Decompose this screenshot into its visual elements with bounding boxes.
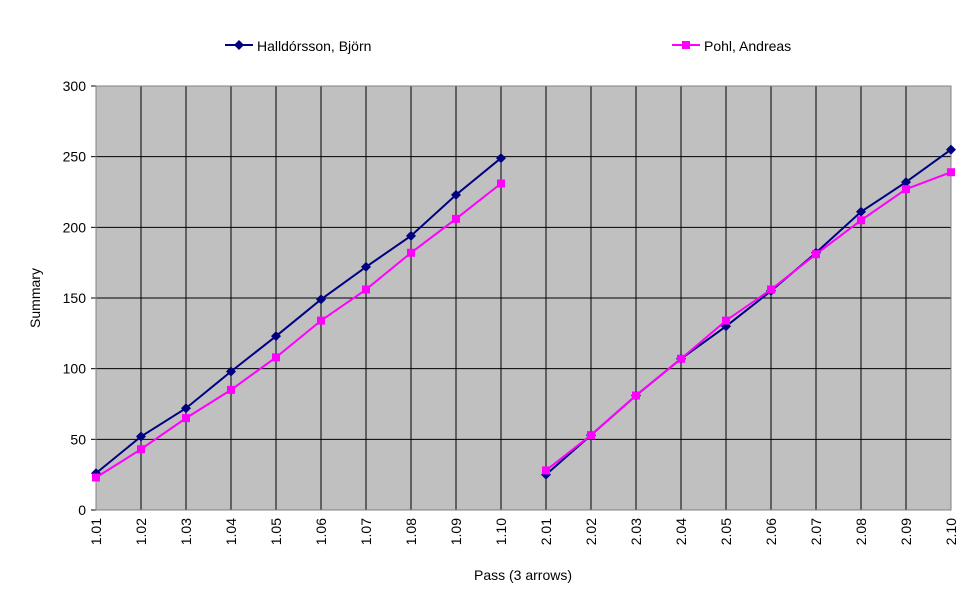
data-point — [271, 331, 281, 342]
data-point — [901, 177, 911, 188]
plot-border — [95, 85, 952, 511]
x-tick-label: 1.08 — [403, 518, 419, 545]
x-tick-label: 1.01 — [88, 518, 104, 545]
y-tick-label: 250 — [63, 149, 87, 165]
data-point — [947, 168, 955, 177]
data-point — [361, 261, 371, 272]
legend-marker — [234, 40, 244, 50]
x-tick-label: 2.04 — [673, 518, 689, 545]
data-point — [677, 354, 685, 363]
data-point — [722, 316, 730, 325]
legend-label: Halldórsson, Björn — [257, 38, 371, 54]
data-point — [767, 285, 775, 294]
x-tick-label: 1.07 — [358, 518, 374, 545]
y-tick-label: 300 — [63, 78, 87, 94]
x-tick-label: 1.04 — [223, 518, 239, 545]
y-axis-title: Summary — [27, 268, 43, 328]
x-tick-label: 1.06 — [313, 518, 329, 545]
x-tick-label: 2.06 — [763, 518, 779, 545]
x-tick-label: 1.03 — [178, 518, 194, 545]
y-tick-label: 150 — [63, 290, 87, 306]
data-point — [902, 185, 910, 194]
data-point — [181, 403, 191, 414]
x-axis-title: Pass (3 arrows) — [474, 567, 572, 583]
data-point — [316, 294, 326, 305]
y-tick-label: 200 — [63, 219, 87, 235]
x-tick-label: 2.01 — [538, 518, 554, 545]
x-tick-label: 2.02 — [583, 518, 599, 545]
data-point — [136, 431, 146, 442]
data-point — [226, 366, 236, 377]
x-tick-label: 2.09 — [898, 518, 914, 545]
x-tick-label: 1.02 — [133, 518, 149, 545]
x-tick-label: 1.09 — [448, 518, 464, 545]
x-tick-label: 2.08 — [853, 518, 869, 545]
data-point — [362, 285, 370, 294]
x-tick-label: 2.03 — [628, 518, 644, 545]
data-point — [857, 216, 865, 225]
data-point — [92, 473, 100, 482]
data-point — [812, 250, 820, 259]
y-tick-label: 50 — [70, 431, 86, 447]
data-point — [496, 153, 506, 164]
data-point — [182, 414, 190, 423]
x-tick-label: 2.07 — [808, 518, 824, 545]
legend-label: Pohl, Andreas — [704, 38, 791, 54]
data-point — [946, 144, 956, 155]
y-tick-label: 0 — [78, 502, 86, 518]
x-tick-label: 2.05 — [718, 518, 734, 545]
data-point — [856, 206, 866, 217]
data-point — [407, 248, 415, 257]
data-point — [317, 316, 325, 325]
data-point — [137, 445, 145, 454]
data-point — [406, 230, 416, 241]
x-tick-label: 2.10 — [943, 518, 959, 545]
data-point — [587, 431, 595, 440]
series-line — [95, 171, 952, 479]
data-point — [497, 179, 505, 188]
y-tick-label: 100 — [63, 361, 87, 377]
x-tick-label: 1.05 — [268, 518, 284, 545]
data-point — [451, 189, 461, 200]
data-point — [272, 353, 280, 362]
legend-marker — [682, 41, 690, 49]
data-point — [632, 391, 640, 400]
data-point — [452, 214, 460, 223]
data-point — [542, 466, 550, 475]
x-tick-label: 1.10 — [493, 518, 509, 545]
data-point — [227, 385, 235, 394]
